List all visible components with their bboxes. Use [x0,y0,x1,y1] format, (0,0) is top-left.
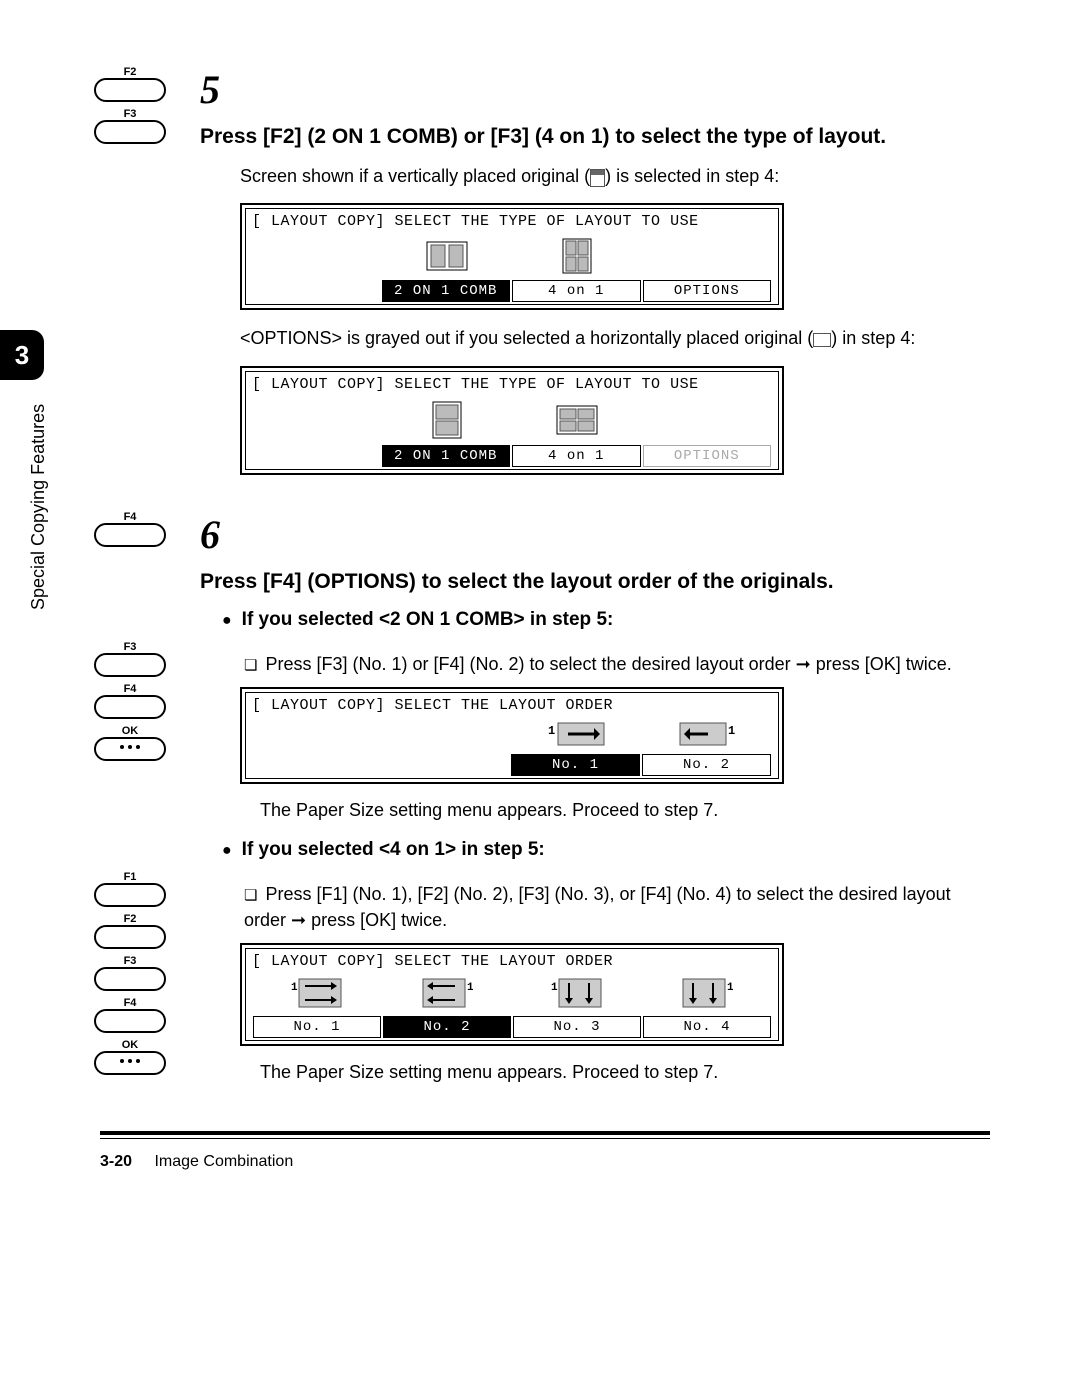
layout-order-icon: 1 [548,722,606,748]
lcd-button: OPTIONS [643,280,772,302]
key-f3: F3 [94,120,166,144]
step-title: Press [F4] (OPTIONS) to select the layou… [200,558,960,595]
lcd-screen: [ LAYOUT COPY] SELECT THE TYPE OF LAYOUT… [240,366,784,475]
key-f3: F3 [94,653,166,677]
step-number: 6 [200,511,234,558]
key-ok: OK [94,737,166,761]
sub-heading: If you selected <4 on 1> in step 5: [222,839,990,861]
lcd-header: [ LAYOUT COPY] SELECT THE LAYOUT ORDER [252,697,772,714]
key-f3: F3 [94,967,166,991]
two-on-one-v-icon [426,241,468,271]
step-number: 5 [200,66,234,113]
key-f2: F2 [94,925,166,949]
lcd-screen: [ LAYOUT COPY] SELECT THE LAYOUT ORDER 1… [240,687,784,784]
key-f4: F4 [94,1009,166,1033]
lcd-button: 2 ON 1 COMB [382,280,511,302]
layout-order-icon: 1 [681,978,733,1010]
chapter-number: 3 [0,330,44,380]
layout-order-icon: 1 [421,978,473,1010]
landscape-orig-icon [813,333,831,347]
lcd-button: No. 1 [253,1016,381,1038]
result-text: The Paper Size setting menu appears. Pro… [260,800,990,821]
four-on-one-h-icon [556,405,598,435]
lcd-button: No. 2 [642,754,771,776]
body-text: <OPTIONS> is grayed out if you selected … [240,326,990,351]
lcd-button: 4 on 1 [512,280,641,302]
key-f2: F2 [94,78,166,102]
sub-heading: If you selected <2 ON 1 COMB> in step 5: [222,609,990,631]
body-text: Screen shown if a vertically placed orig… [240,164,990,189]
four-on-one-v-icon [562,238,592,274]
key-f1: F1 [94,883,166,907]
lcd-button: 4 on 1 [512,445,641,467]
step-title: Press [F2] (2 ON 1 COMB) or [F3] (4 on 1… [200,113,960,150]
page-footer: 3-20 Image Combination [100,1153,990,1171]
chapter-title: Special Copying Features [28,404,49,610]
svg-text:1: 1 [728,724,735,738]
result-text: The Paper Size setting menu appears. Pro… [260,1062,990,1083]
portrait-orig-icon [590,169,605,187]
instruction-item: Press [F3] (No. 1) or [F4] (No. 2) to se… [244,651,990,677]
page-number: 3-20 [100,1153,132,1170]
lcd-button: 2 ON 1 COMB [382,445,511,467]
lcd-button: No. 4 [643,1016,771,1038]
lcd-header: [ LAYOUT COPY] SELECT THE TYPE OF LAYOUT… [252,213,772,230]
lcd-screen: [ LAYOUT COPY] SELECT THE TYPE OF LAYOUT… [240,203,784,310]
svg-text:1: 1 [727,982,733,994]
svg-text:1: 1 [548,724,555,738]
lcd-button: No. 1 [511,754,640,776]
lcd-header: [ LAYOUT COPY] SELECT THE TYPE OF LAYOUT… [252,376,772,393]
svg-text:1: 1 [551,982,558,994]
footer-title: Image Combination [154,1153,293,1170]
chapter-tab: 3 Special Copying Features [0,330,44,610]
lcd-button-disabled: OPTIONS [643,445,772,467]
key-f4: F4 [94,695,166,719]
instruction-item: Press [F1] (No. 1), [F2] (No. 2), [F3] (… [244,881,990,933]
svg-text:1: 1 [467,982,473,994]
key-f4: F4 [94,523,166,547]
key-ok: OK [94,1051,166,1075]
svg-text:1: 1 [291,982,298,994]
two-on-one-h-icon [432,401,462,439]
lcd-header: [ LAYOUT COPY] SELECT THE LAYOUT ORDER [252,953,772,970]
lcd-button: No. 2 [383,1016,511,1038]
layout-order-icon: 1 [678,722,736,748]
layout-order-icon: 1 [291,978,343,1010]
footer-rule [100,1131,990,1139]
layout-order-icon: 1 [551,978,603,1010]
lcd-button: No. 3 [513,1016,641,1038]
lcd-screen: [ LAYOUT COPY] SELECT THE LAYOUT ORDER 1… [240,943,784,1046]
